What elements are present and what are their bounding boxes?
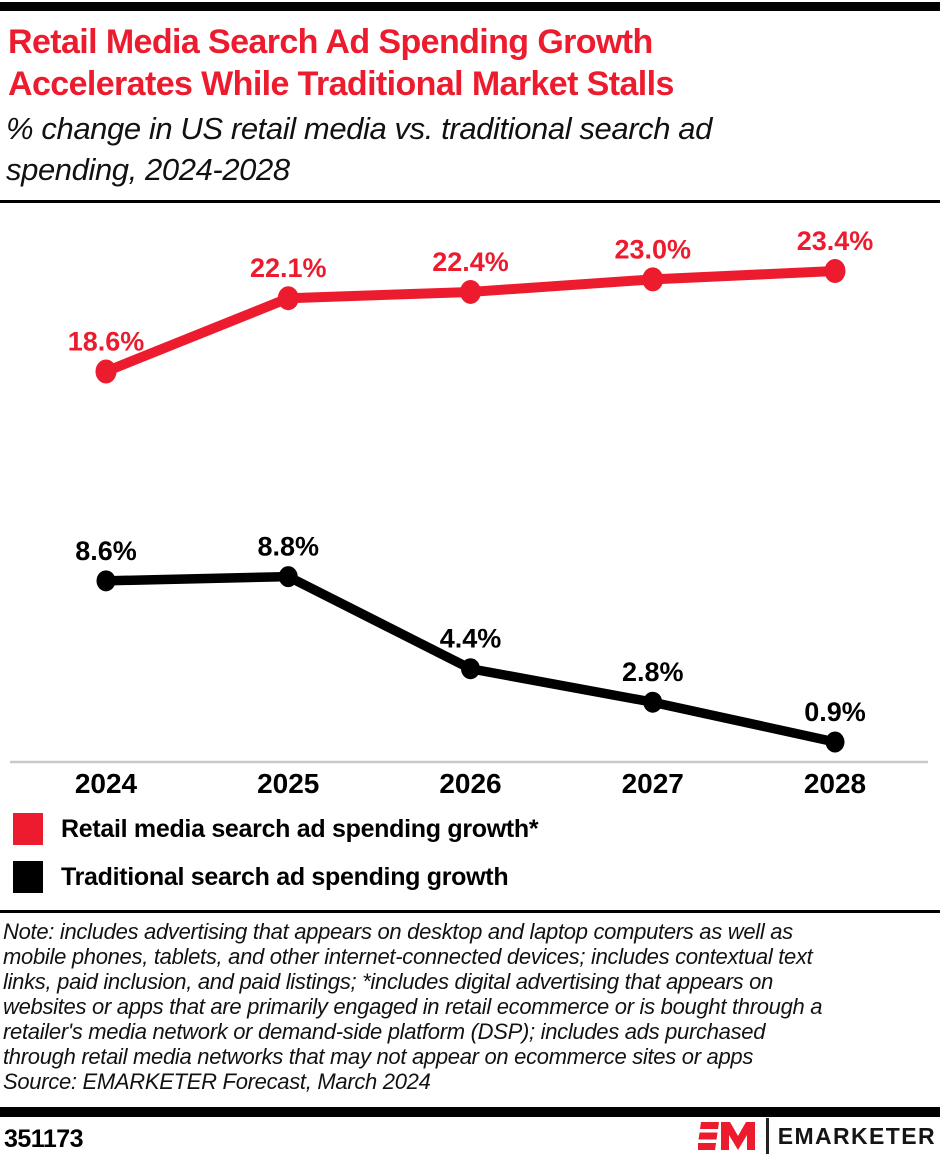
page-title: Retail Media Search Ad Spending Growth A… xyxy=(8,21,928,105)
x-tick-label-4: 2028 xyxy=(804,768,866,799)
page-subtitle-line1: % change in US retail media vs. traditio… xyxy=(6,111,712,146)
legend-label-traditional: Traditional search ad spending growth xyxy=(61,862,509,891)
x-tick-label-1: 2025 xyxy=(257,768,319,799)
note-line: Note: includes advertising that appears … xyxy=(3,919,793,944)
footer-black-bar xyxy=(0,1107,940,1117)
top-black-bar xyxy=(0,2,940,11)
data-point-0-4 xyxy=(824,259,846,284)
data-label-0-3: 23.0% xyxy=(614,234,691,264)
chart-id: 351173 xyxy=(4,1125,84,1153)
emarketer-logo: EMARKETER xyxy=(697,1116,936,1156)
brand-name: EMARKETER xyxy=(777,1122,936,1149)
note-divider xyxy=(0,910,940,913)
note-line: links, paid inclusion, and paid listings… xyxy=(3,969,774,994)
chart-legend: Retail media search ad spending growth* … xyxy=(13,813,539,909)
data-point-1-1 xyxy=(278,566,298,588)
page-title-line2: Accelerates While Traditional Market Sta… xyxy=(8,65,674,103)
footnote: Note: includes advertising that appears … xyxy=(3,919,937,1094)
legend-swatch-retail xyxy=(13,813,43,845)
x-tick-label-3: 2027 xyxy=(622,768,684,799)
legend-swatch-traditional xyxy=(13,861,43,893)
legend-item-traditional: Traditional search ad spending growth xyxy=(13,861,538,893)
x-tick-label-2: 2026 xyxy=(439,768,501,799)
note-line: through retail media networks that may n… xyxy=(3,1044,754,1069)
em-logo-icon xyxy=(697,1122,755,1150)
data-label-1-0: 8.6% xyxy=(75,536,137,566)
line-chart: 18.6% 22.1% 22.4% 23.0% 23.4% 8.6% 8.8% 4.4% 2.8… xyxy=(10,226,928,799)
data-label-1-3: 2.8% xyxy=(622,657,684,687)
data-label-0-4: 23.4% xyxy=(797,226,874,256)
data-label-1-4: 0.9% xyxy=(804,697,866,727)
data-label-1-1: 8.8% xyxy=(257,532,319,562)
data-point-1-4 xyxy=(825,731,845,753)
data-point-0-1 xyxy=(277,286,299,311)
legend-label-retail: Retail media search ad spending growth* xyxy=(61,814,539,843)
logo-divider xyxy=(765,1118,769,1154)
data-point-0-2 xyxy=(460,279,481,304)
data-point-1-3 xyxy=(643,691,663,713)
data-point-0-0 xyxy=(95,359,117,384)
data-point-0-3 xyxy=(642,267,664,292)
header-divider xyxy=(0,200,940,203)
data-label-0-1: 22.1% xyxy=(250,253,327,283)
data-label-0-2: 22.4% xyxy=(432,247,509,277)
note-line: websites or apps that are primarily enga… xyxy=(3,994,823,1019)
data-point-1-0 xyxy=(96,570,116,592)
data-point-1-2 xyxy=(461,658,480,680)
page-subtitle: % change in US retail media vs. traditio… xyxy=(6,108,926,190)
source-text: Source: EMARKETER Forecast, March 2024 xyxy=(3,1069,431,1094)
note-line: mobile phones, tablets, and other intern… xyxy=(3,944,813,969)
page-title-line1: Retail Media Search Ad Spending Growth xyxy=(8,23,653,61)
data-label-0-0: 18.6% xyxy=(68,326,145,356)
x-tick-label-0: 2024 xyxy=(75,768,138,799)
page-subtitle-line2: spending, 2024-2028 xyxy=(6,152,290,187)
legend-item-retail: Retail media search ad spending growth* xyxy=(13,813,539,845)
note-line: retailer's media network or demand-side … xyxy=(3,1019,766,1044)
data-label-1-2: 4.4% xyxy=(440,624,502,654)
